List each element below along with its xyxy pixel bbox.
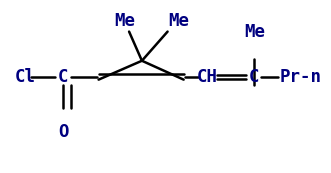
Text: O: O [58,123,69,141]
Text: Me: Me [168,12,189,30]
Text: Me: Me [244,24,265,42]
Text: CH: CH [197,68,218,86]
Text: Me: Me [114,12,135,30]
Text: C: C [249,68,260,86]
Text: Pr-n: Pr-n [280,68,322,86]
Text: Cl: Cl [15,68,36,86]
Text: C: C [58,68,69,86]
